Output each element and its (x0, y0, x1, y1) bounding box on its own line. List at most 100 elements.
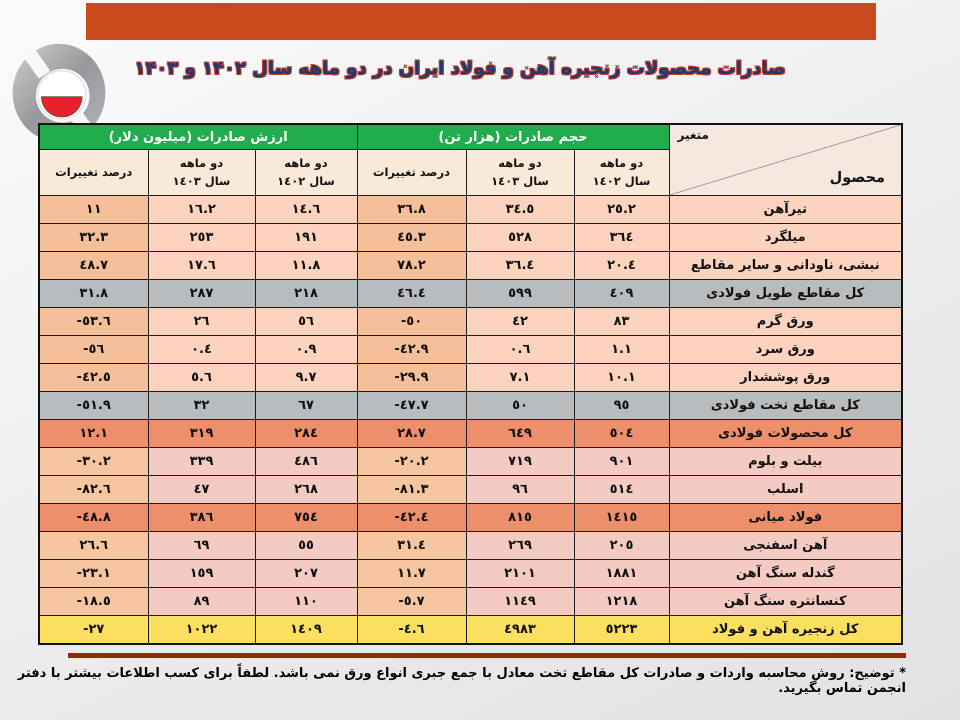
value-cell: ٢٥.٢ (573, 195, 670, 224)
product-cell: ورق سرد (668, 335, 903, 364)
value-cell: ٧.١ (465, 363, 575, 392)
value-cell: -٢٣.١ (38, 559, 149, 588)
value-cell: -٥.٧ (356, 587, 467, 616)
product-cell: اسلب (668, 475, 903, 504)
value-cell: ٢١٠١ (465, 559, 575, 588)
value-cell: -٣٠.٢ (38, 447, 149, 476)
table-row: تیرآهن ٢٥.٢ ٣٤.٥ ٣٦.٨ ١٤.٦ ١٦.٢ ١١ (38, 195, 903, 224)
product-cell: فولاد میانی (668, 503, 903, 532)
table-row: نبشی، ناودانی و سایر مقاطع ٢٠.٤ ٣٦.٤ ٧٨.٢ ١١… (38, 251, 903, 280)
value-cell: ٦٩ (147, 531, 256, 560)
value-cell: ١٠٢٢ (147, 615, 256, 645)
value-cell: ٨١٥ (465, 503, 575, 532)
value-cell: ٤٢ (465, 307, 575, 336)
value-cell: ٥١٤ (573, 475, 670, 504)
table-row: میلگرد ٣٦٤ ٥٢٨ ٤٥.٣ ١٩١ ٢٥٣ ٣٢.٣ (38, 223, 903, 252)
product-label: محصول (829, 170, 885, 186)
value-cell: ٠.٩ (254, 335, 358, 364)
value-cell: -١٨.٥ (38, 587, 149, 616)
table-row: کل مقاطع تخت فولادی ٩٥ ٥٠ -٤٧.٧ ٦٧ ٣٢ -٥١.٩ (38, 391, 903, 420)
value-cell: ٢٨٧ (147, 279, 256, 308)
value-cell: ١١.٨ (254, 251, 358, 280)
product-cell: میلگرد (668, 223, 903, 252)
value-cell: ٢٠٧ (254, 559, 358, 588)
value-cell: ٣٢ (147, 391, 256, 420)
product-cell: کل محصولات فولادی (668, 419, 903, 448)
value-cell: -٥٣.٦ (38, 307, 149, 336)
value-cell: -٥١.٩ (38, 391, 149, 420)
product-cell: تیرآهن (668, 195, 903, 224)
table-row: ورق گرم ٨٣ ٤٢ -٥٠ ٥٦ ٢٦ -٥٣.٦ (38, 307, 903, 336)
value-cell: ٠.٤ (147, 335, 256, 364)
value-cell: ١٤.٦ (254, 195, 358, 224)
value-cell: -٤٢.٩ (356, 335, 467, 364)
value-cell: ٣٢.٣ (38, 223, 149, 252)
value-cell: -٥٠ (356, 307, 467, 336)
value-cell: ٢٦٨ (254, 475, 358, 504)
value-cell: ٢٨.٧ (356, 419, 467, 448)
value-cell: ٥٩٩ (465, 279, 575, 308)
value-cell: -٢٠.٢ (356, 447, 467, 476)
product-cell: بیلت و بلوم (668, 447, 903, 476)
value-cell: ٧٨.٢ (356, 251, 467, 280)
subheader-val-1402: دو ماهه سال ١٤٠٢ (254, 149, 358, 196)
value-cell: ٣١.٨ (38, 279, 149, 308)
value-cell: ٤٠٩ (573, 279, 670, 308)
value-cell: ٤٨٦ (254, 447, 358, 476)
value-cell: ٨٩ (147, 587, 256, 616)
value-cell: ٢٠.٤ (573, 251, 670, 280)
subheader-val-change: درصد تغییرات (38, 149, 149, 196)
corner-cell: متغیر محصول (668, 123, 903, 196)
volume-group-header: حجم صادرات (هزار تن) (356, 123, 670, 150)
value-cell: ٧١٩ (465, 447, 575, 476)
value-cell: ٢٦٩ (465, 531, 575, 560)
value-cell: -٢٩.٩ (356, 363, 467, 392)
value-cell: -٥٦ (38, 335, 149, 364)
table-row: اسلب ٥١٤ ٩٦ -٨١.٣ ٢٦٨ ٤٧ -٨٢.٦ (38, 475, 903, 504)
value-cell: ١٥٩ (147, 559, 256, 588)
table-body: تیرآهن ٢٥.٢ ٣٤.٥ ٣٦.٨ ١٤.٦ ١٦.٢ ١١ میلگرد ٣٦٤ ٥٢٨… (38, 195, 903, 645)
product-cell: ورق گرم (668, 307, 903, 336)
subheader-row: دو ماهه سال ١٤٠٢ دو ماهه سال ١٤٠٣ درصد ت… (38, 149, 902, 196)
divider-line (68, 653, 906, 658)
exports-table: متغیر محصول حجم صادرات (هزار تن) ارزش صا… (37, 123, 903, 645)
value-cell: ١٦.٢ (147, 195, 256, 224)
value-cell: ٢١٨ (254, 279, 358, 308)
value-cell: ١١ (38, 195, 149, 224)
value-cell: ١٢.١ (38, 419, 149, 448)
value-cell: ٦٤٩ (465, 419, 575, 448)
value-cell: ٨٣ (573, 307, 670, 336)
product-cell: گندله سنگ آهن (668, 559, 903, 588)
value-cell: ٣٦.٨ (356, 195, 467, 224)
value-cell: ١٤٠٩ (254, 615, 358, 645)
product-cell: ورق پوششدار (668, 363, 903, 392)
subheader-vol-1403: دو ماهه سال ١٤٠٣ (465, 149, 575, 196)
value-cell: ٣٦٤ (573, 223, 670, 252)
table-row: کل محصولات فولادی ٥٠٤ ٦٤٩ ٢٨.٧ ٢٨٤ ٣١٩ ١٢.١ (38, 419, 903, 448)
value-cell: -٤.٦ (356, 615, 467, 645)
value-cell: ٥٢٢٣ (573, 615, 670, 645)
value-cell: ٥٥ (254, 531, 358, 560)
value-cell: ١٨٨١ (573, 559, 670, 588)
value-cell: ٥٠٤ (573, 419, 670, 448)
footnote: * توضیح: روش محاسبه واردات و صادرات کل م… (17, 666, 906, 696)
value-cell: ٤٩٨٣ (465, 615, 575, 645)
value-cell: ٣٤.٥ (465, 195, 575, 224)
value-cell: ٦٧ (254, 391, 358, 420)
value-cell: ٢٥٣ (147, 223, 256, 252)
value-cell: -٤٨.٨ (38, 503, 149, 532)
table-row: کل زنجیره آهن و فولاد ٥٢٢٣ ٤٩٨٣ -٤.٦ ١٤٠٩ ١٠٢… (38, 615, 903, 645)
table-row: گندله سنگ آهن ١٨٨١ ٢١٠١ ١١.٧ ٢٠٧ ١٥٩ -٢٣.١ (38, 559, 903, 588)
value-cell: ١٢١٨ (573, 587, 670, 616)
value-cell: ٣٨٦ (147, 503, 256, 532)
variable-label: متغیر (677, 128, 709, 142)
top-bar (86, 3, 876, 40)
value-cell: ١١٠ (254, 587, 358, 616)
table-row: کل مقاطع طویل فولادی ٤٠٩ ٥٩٩ ٤٦.٤ ٢١٨ ٢٨٧ ٣١.٨ (38, 279, 903, 308)
table-row: آهن اسفنجی ٢٠٥ ٢٦٩ ٣١.٤ ٥٥ ٦٩ ٢٦.٦ (38, 531, 903, 560)
value-cell: ٣٦.٤ (465, 251, 575, 280)
group-header-row: متغیر محصول حجم صادرات (هزار تن) ارزش صا… (38, 123, 903, 196)
subheader-vol-change: درصد تغییرات (356, 149, 467, 196)
product-cell: کل زنجیره آهن و فولاد (668, 615, 903, 645)
value-cell: ٩٦ (465, 475, 575, 504)
